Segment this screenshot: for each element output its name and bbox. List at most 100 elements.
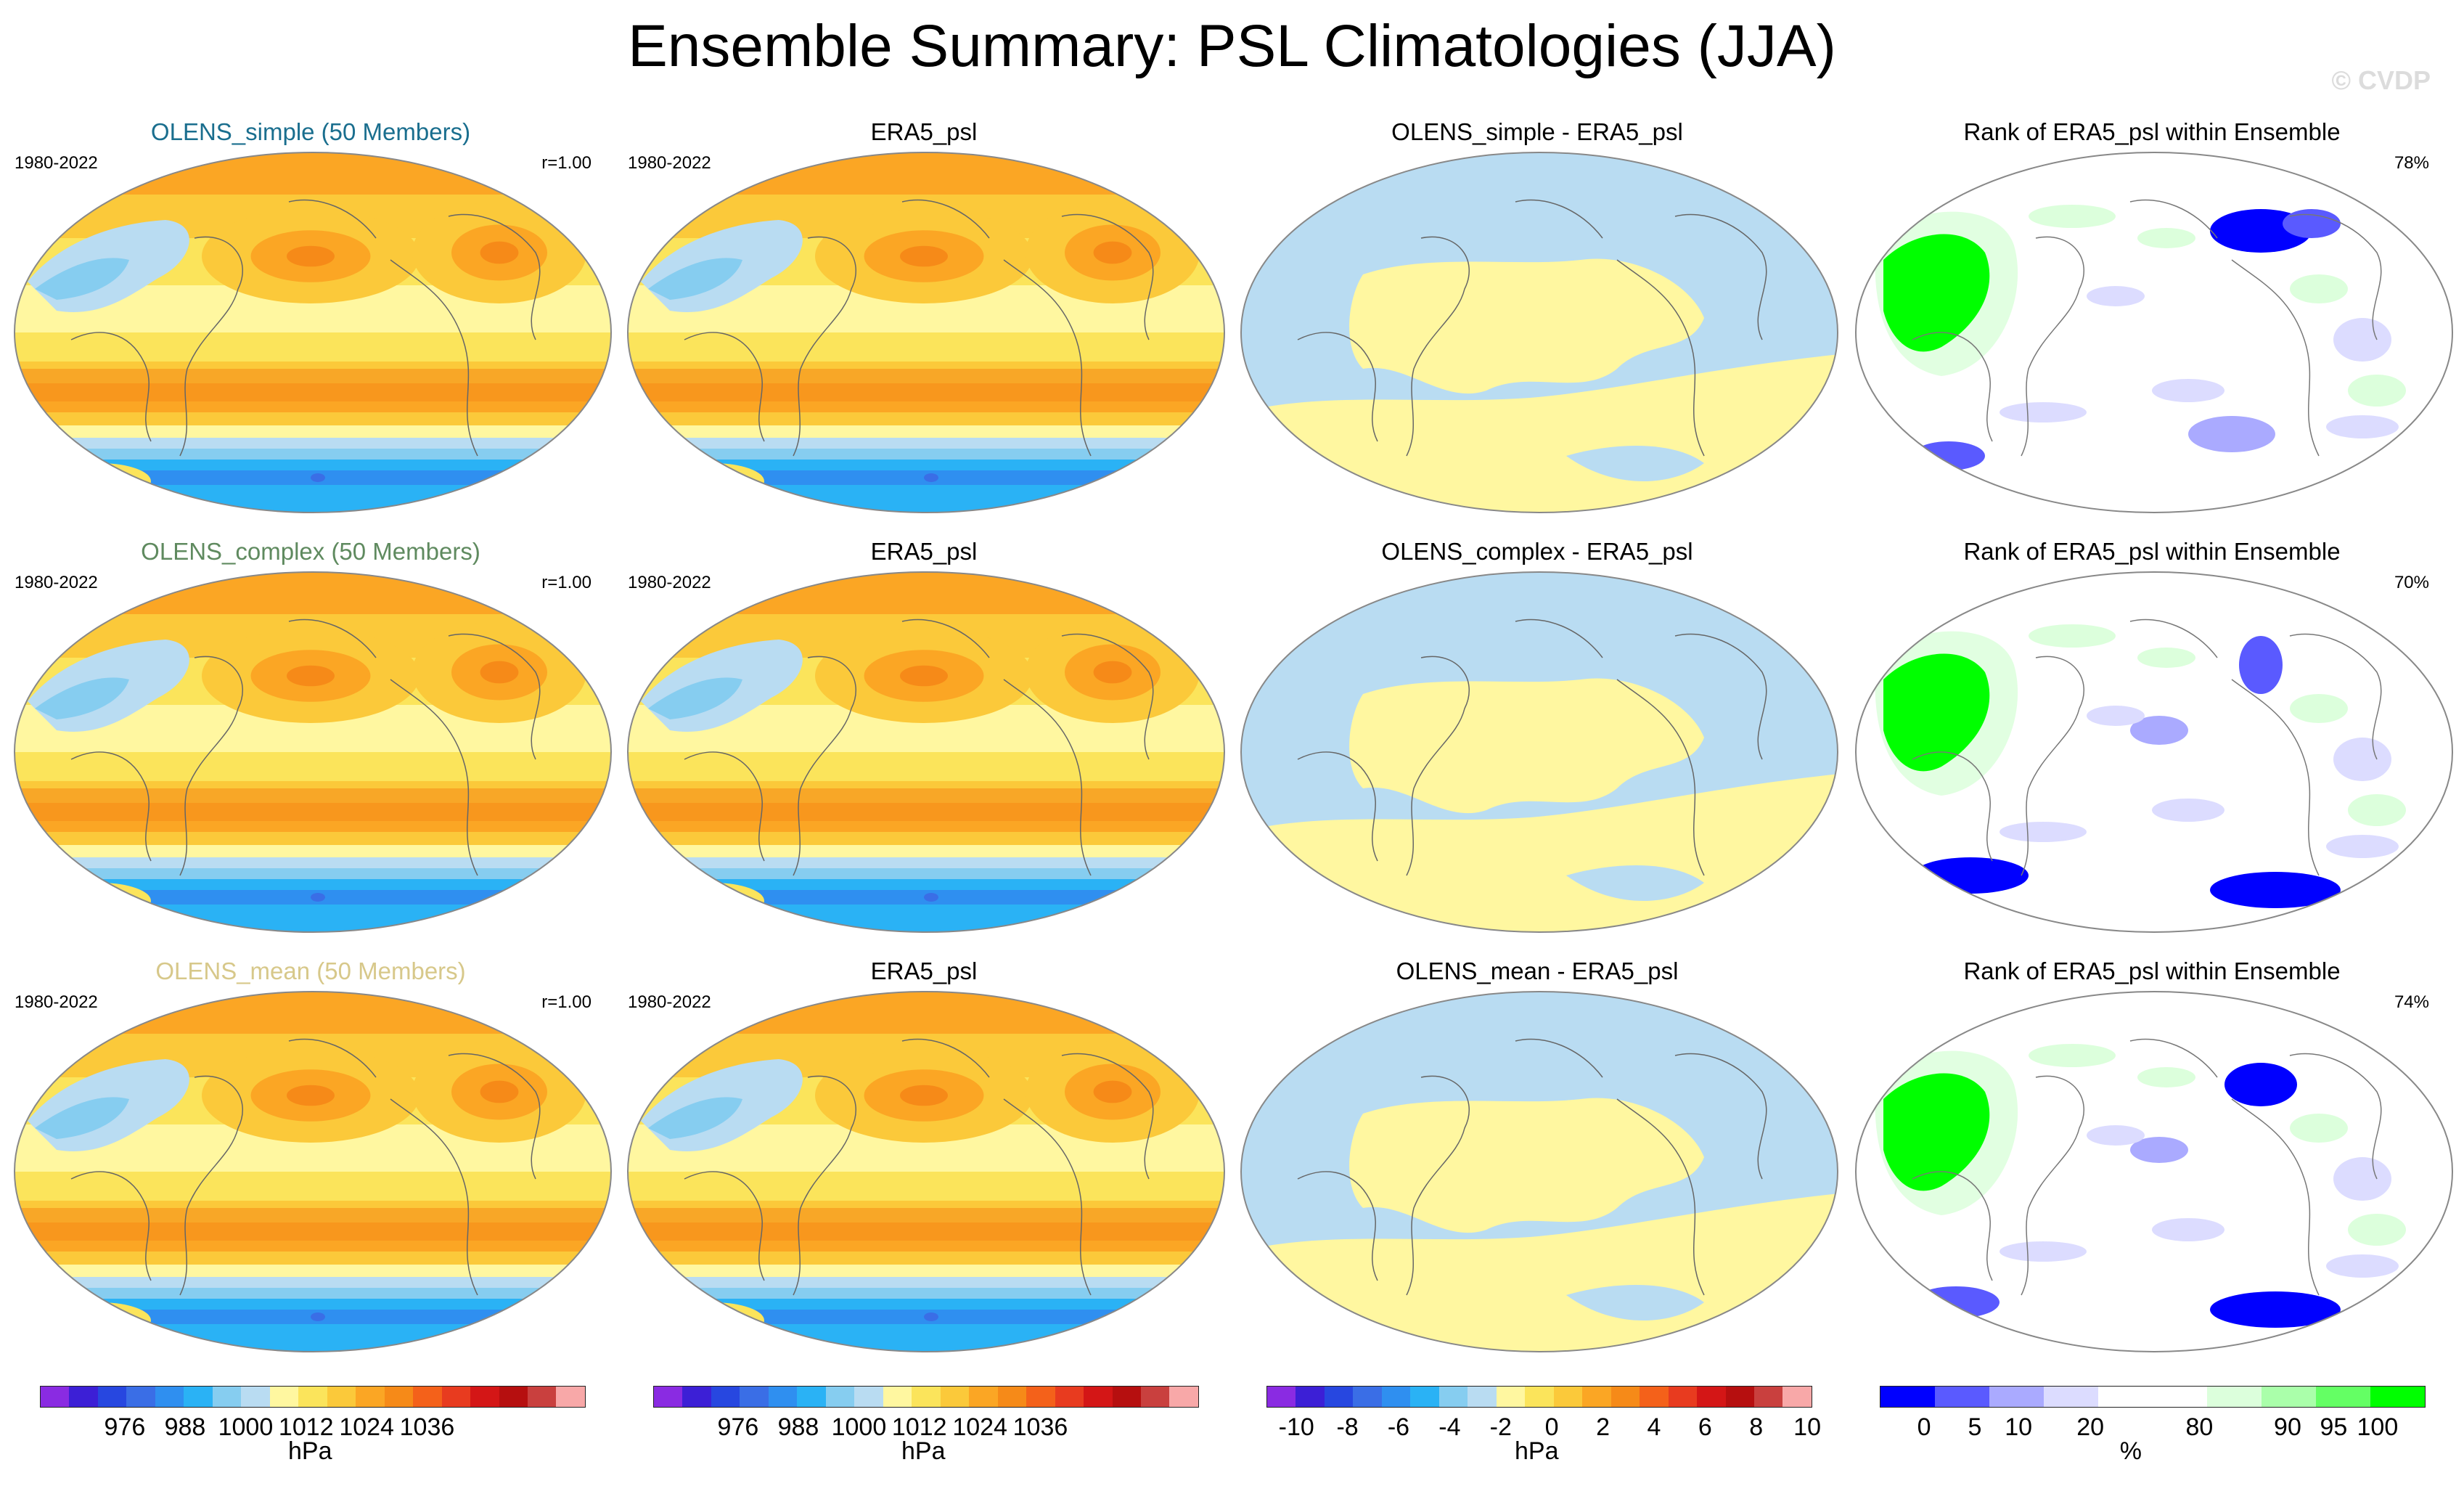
coastline [70,332,152,442]
circumpolar-low-min [311,473,325,482]
psl-band [628,425,1224,438]
psl-band [628,572,1224,614]
rank-high-patch [2029,624,2116,648]
era5-psl-map [627,571,1225,933]
colorbar-swatch [1725,1387,1754,1407]
coastline [2289,213,2382,340]
pattern-correlation-label: r=1.00 [541,153,592,173]
rank-high-region [1883,1073,1990,1191]
period-label: 1980-2022 [628,153,711,173]
panel-title: ERA5_psl [870,118,978,145]
coastline [70,751,152,862]
psl-band [628,1288,1224,1299]
high-pressure-center [480,1080,519,1103]
rank-low-patch [2087,1125,2145,1146]
coastline [1616,1098,1705,1296]
southern-high-belt [628,788,1224,821]
colorbar-swatch [1668,1387,1698,1407]
rank-high-patch [2137,228,2195,248]
psl-band [628,752,1224,781]
colorbar-swatch [1026,1387,1055,1407]
coastline [684,1171,765,1281]
difference-map [1240,571,1838,933]
rank-high-region [1883,234,1990,352]
southern-high-belt [15,1208,611,1241]
rank-high-patch [2290,694,2348,723]
rank-low-patch [2326,415,2399,438]
colorbar-tick-label: 90 [2274,1413,2301,1441]
colorbar-swatch [1610,1387,1640,1407]
rank-percent-label: 78% [2394,153,2429,173]
psl-band [15,438,611,449]
psl-band [628,438,1224,449]
colorbar-tick-label: 1000 [218,1413,274,1441]
psl-band [15,1299,611,1310]
panel-title: OLENS_mean - ERA5_psl [1396,958,1679,984]
colorbar-swatch [1468,1387,1497,1407]
coastline [448,633,541,760]
rank-high-patch [2348,794,2406,826]
circumpolar-low-min [924,473,938,482]
high-pressure-center [900,665,948,687]
colorbar-swatch [1353,1387,1382,1407]
colorbar-swatch [269,1387,299,1407]
rank-low-patch [2000,402,2087,422]
colorbar-tick-label: 100 [2357,1413,2399,1441]
rank-map [1855,991,2453,1352]
map-outline [627,152,1225,513]
difference-map [1240,991,1838,1352]
colorbar [1880,1386,2426,1408]
coastline [1297,1171,1378,1281]
colorbar-swatch [654,1387,683,1407]
map-outline [1855,991,2453,1352]
colorbar-swatch [327,1387,356,1407]
monsoon-low-core [35,258,129,300]
colorbar-tick-label: 10 [1793,1413,1821,1441]
diff-positive-area [1349,1098,1704,1233]
colorbar-swatch [470,1387,499,1407]
circumpolar-low-min [311,893,325,902]
high-pressure-center [900,1085,948,1106]
coastline [1061,633,1154,760]
colorbar-swatch [682,1387,711,1407]
colorbar-swatch [1553,1387,1583,1407]
panel-title: OLENS_complex (50 Members) [141,538,480,565]
colorbar-swatch [69,1387,98,1407]
high-pressure-center [480,661,519,684]
rank-low-patch [2333,1157,2391,1201]
coastline [1912,332,1993,442]
rank-high-patch [2029,1044,2116,1067]
colorbar-tick-label: 6 [1698,1413,1712,1441]
colorbar-swatch [241,1387,270,1407]
psl-band [15,485,611,513]
rank-low-patch [2326,1254,2399,1278]
colorbar-tick-label: 1036 [1012,1413,1068,1441]
rank-low-patch [2333,318,2391,362]
coastline [793,1075,856,1296]
colorbar-swatch [768,1387,798,1407]
pattern-correlation-label: r=1.00 [541,573,592,592]
high-pressure-center [1093,241,1132,264]
psl-band [15,905,611,932]
rank-high-patch [2029,205,2116,228]
circumpolar-low-min [311,1313,325,1321]
coastline [1003,1098,1092,1296]
psl-band [628,1324,1224,1352]
colorbar-tick-label: 1000 [831,1413,887,1441]
coastline [390,679,478,876]
coastline [1912,1171,1993,1281]
pattern-correlation-label: r=1.00 [541,992,592,1012]
coastline [448,213,541,340]
colorbar-swatch [1267,1387,1296,1407]
rank-low-region [2224,1063,2297,1106]
psl-band [15,425,611,438]
colorbar-tick-label: -10 [1278,1413,1314,1441]
high-pressure-center [900,245,948,267]
high-pressure-center [287,245,335,267]
rank-map [1855,152,2453,513]
colorbar-swatch [298,1387,327,1407]
high-pressure-center [1093,661,1132,684]
diff-positive-area [1241,774,1838,932]
era5-psl-map [627,152,1225,513]
rank-low-region [2239,636,2283,694]
